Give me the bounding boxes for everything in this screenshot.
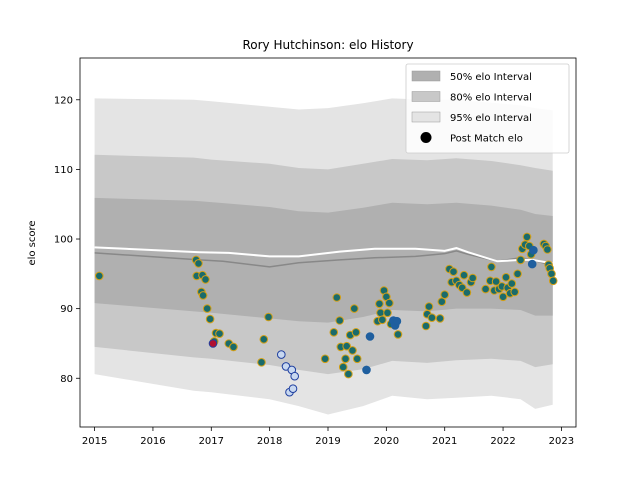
elo-point — [205, 314, 215, 324]
elo-point — [440, 290, 450, 300]
median-elo-line — [94, 250, 553, 268]
elo-point — [350, 304, 359, 313]
elo-point — [338, 362, 348, 372]
elo-point — [95, 271, 104, 281]
elo-point — [527, 259, 537, 269]
plot-layers — [94, 98, 558, 415]
elo-point — [208, 339, 218, 348]
elo-point — [198, 291, 208, 300]
y-tick-label: 90 — [60, 304, 73, 315]
elo-point — [507, 279, 517, 288]
elo-point — [501, 273, 511, 282]
elo-point — [320, 354, 330, 364]
elo-point — [365, 332, 375, 341]
chart-title: Rory Hutchinson: elo History — [242, 38, 413, 52]
elo-point — [378, 315, 387, 325]
elo-point — [341, 354, 350, 364]
elo-point — [548, 276, 558, 286]
elo-point — [257, 358, 266, 367]
elo-point — [362, 365, 371, 375]
elo-point — [201, 275, 210, 284]
y-tick-label: 120 — [54, 95, 73, 106]
x-tick-label: 2021 — [432, 436, 457, 447]
elo-point — [468, 273, 478, 283]
elo-point — [351, 328, 361, 337]
x-tick-label: 2018 — [257, 436, 282, 447]
mean-elo-line — [94, 246, 553, 265]
legend-label: 80% elo Interval — [450, 93, 532, 104]
elo-point — [424, 302, 434, 311]
y-tick-label: 110 — [54, 165, 73, 176]
elo-point — [462, 288, 472, 297]
elo-point — [547, 269, 556, 279]
plot-area — [94, 98, 558, 415]
elo-point — [290, 371, 300, 381]
elo-point — [215, 329, 224, 339]
elo-point — [510, 287, 520, 297]
elo-point — [393, 330, 403, 339]
legend-marker — [420, 132, 432, 143]
elo-point — [385, 298, 394, 308]
elo-point — [522, 232, 532, 242]
elo-point — [288, 384, 298, 394]
legend-box — [405, 63, 570, 154]
elo-point — [344, 369, 353, 379]
axes: 2015 2016 2017 2018 2019 2020 2021 2022 2023 80 90… — [54, 57, 577, 447]
elo-point — [329, 328, 339, 337]
elo-point — [383, 308, 392, 318]
x-tick-label: 2019 — [315, 436, 340, 447]
elo-point — [435, 314, 445, 323]
elo-point — [487, 262, 496, 272]
x-tick-label: 2022 — [490, 436, 515, 447]
elo-point — [449, 267, 458, 277]
elo-point — [491, 277, 501, 286]
elo-point — [259, 335, 269, 344]
elo-point — [376, 308, 385, 318]
elo-point — [335, 316, 345, 325]
y-tick-label: 100 — [54, 235, 73, 246]
legend-swatch — [411, 111, 441, 123]
elo-point — [529, 245, 538, 255]
x-tick-label: 2015 — [82, 436, 107, 447]
legend-label: 95% elo Interval — [450, 113, 532, 124]
elo-point — [375, 299, 384, 309]
elo-point — [437, 297, 447, 307]
elo-point — [498, 292, 508, 302]
elo-point — [392, 316, 402, 326]
x-tick-label: 2016 — [140, 436, 165, 447]
x-tick-label: 2023 — [549, 436, 574, 447]
y-axis-title: elo score — [27, 220, 38, 265]
legend-swatch — [411, 91, 441, 102]
elo-point — [421, 321, 431, 331]
elo-point — [332, 293, 342, 302]
legend-swatch — [411, 70, 441, 82]
legend-label: 50% elo Interval — [450, 72, 532, 83]
elo-point — [352, 354, 362, 364]
elo-point — [513, 269, 522, 279]
elo-point — [516, 255, 525, 265]
elo-point — [481, 284, 490, 294]
x-tick-label: 2017 — [199, 436, 224, 447]
legend-label: Post Match elo — [450, 134, 523, 145]
elo-point — [348, 346, 357, 355]
elo-point — [277, 350, 286, 359]
elo-point — [427, 313, 437, 323]
elo-point — [342, 341, 352, 351]
elo-point — [264, 312, 273, 322]
elo-point — [202, 304, 212, 313]
y-tick-label: 80 — [60, 374, 73, 385]
elo-point — [459, 270, 469, 280]
legend: 50% elo Interval 80% elo Interval 95% elo … — [405, 63, 570, 154]
elo-point — [194, 259, 203, 268]
elo-point — [543, 245, 552, 254]
elo-point — [229, 342, 238, 352]
x-tick-label: 2020 — [374, 436, 399, 447]
